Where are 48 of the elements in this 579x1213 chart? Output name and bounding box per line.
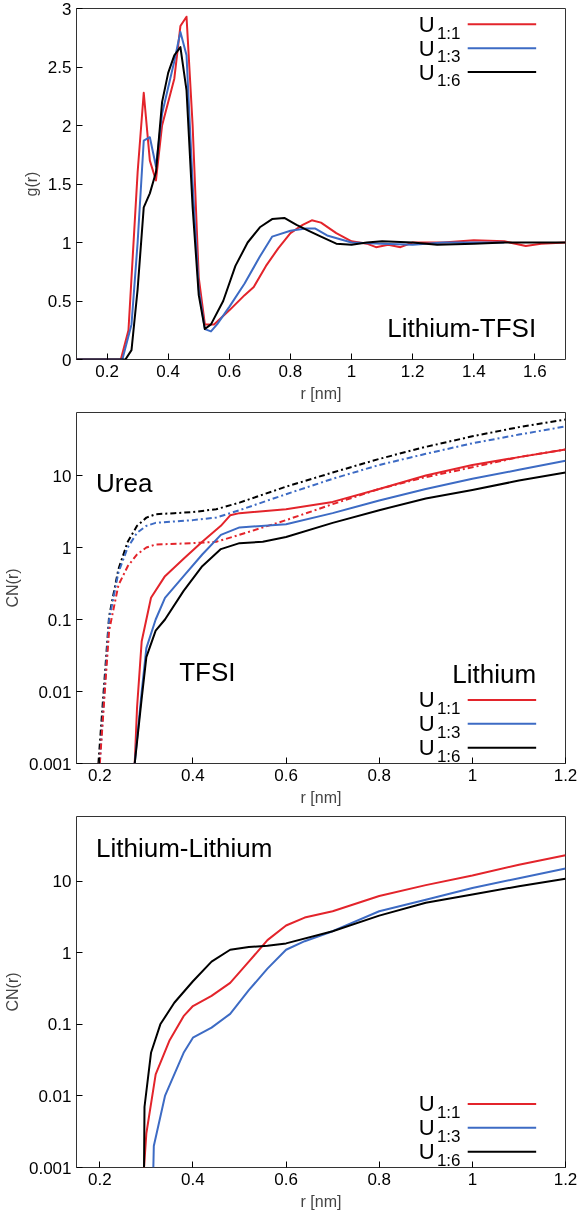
y-tick-label: 1	[62, 943, 72, 963]
y-tick-label: 0.01	[38, 682, 72, 702]
y-tick-label: 0	[62, 350, 72, 370]
x-tick-label: 1	[467, 1169, 478, 1189]
x-tick-label: 0.4	[156, 361, 181, 381]
x-tick-label: 0.6	[217, 361, 242, 381]
y-axis-title: CN(r)	[3, 972, 21, 1012]
x-tick-label: 1	[346, 361, 357, 381]
x-tick-label: 1.6	[523, 361, 547, 381]
x-axis-title: r [nm]	[300, 788, 342, 806]
y-axis-title: CN(r)	[3, 568, 21, 608]
x-axis-title: r [nm]	[300, 1192, 342, 1210]
annotation: Lithium-Lithium	[96, 833, 273, 864]
y-tick-label: 0.1	[47, 1015, 72, 1035]
x-axis-title: r [nm]	[300, 384, 342, 402]
y-tick-label: 10	[52, 466, 72, 486]
y-tick-label: 10	[52, 872, 72, 892]
y-tick-label: 0.5	[47, 292, 72, 311]
x-tick-label: 0.2	[87, 765, 112, 785]
x-tick-label: 0.6	[274, 765, 298, 785]
x-tick-label: 1.2	[553, 765, 578, 785]
x-tick-label: 0.4	[181, 1169, 205, 1189]
legend-title: Lithium	[452, 658, 537, 689]
y-tick-label: 2	[62, 116, 72, 136]
annotation: Lithium-TFSI	[387, 312, 537, 343]
x-tick-label: 0.8	[278, 361, 303, 381]
y-tick-label: 1.5	[47, 175, 72, 194]
x-tick-label: 0.2	[87, 1169, 112, 1189]
annotation: TFSI	[179, 657, 236, 688]
annotation: Urea	[96, 467, 153, 498]
x-tick-label: 1.2	[400, 361, 425, 381]
x-tick-label: 0.2	[95, 361, 119, 381]
x-tick-label: 0.6	[274, 1169, 298, 1189]
y-tick-label: 1	[62, 538, 72, 558]
x-tick-label: 1.4	[462, 361, 486, 381]
y-tick-label: 1	[62, 233, 72, 253]
y-tick-label: 0.1	[47, 610, 72, 630]
y-tick-label: 3	[62, 0, 72, 19]
y-tick-label: 0.01	[38, 1086, 72, 1106]
y-axis-title: g(r)	[22, 171, 40, 197]
y-tick-label: 2.5	[47, 58, 72, 77]
y-tick-label: 0.001	[28, 1158, 72, 1178]
x-tick-label: 1	[467, 765, 478, 785]
x-tick-label: 0.8	[367, 1169, 392, 1189]
x-tick-label: 0.8	[367, 765, 392, 785]
x-tick-label: 0.4	[181, 765, 205, 785]
y-tick-label: 0.001	[28, 754, 72, 774]
x-tick-label: 1.2	[553, 1169, 578, 1189]
